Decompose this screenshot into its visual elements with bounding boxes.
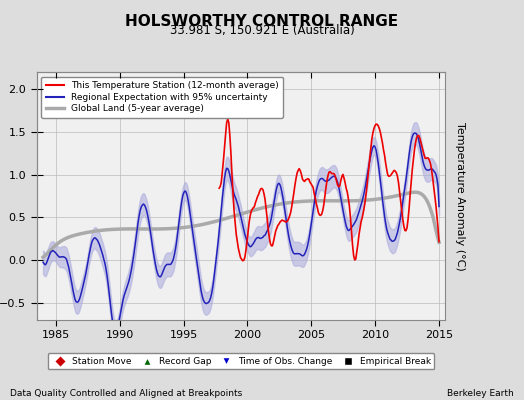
Legend: This Temperature Station (12-month average), Regional Expectation with 95% uncer: This Temperature Station (12-month avera… (41, 76, 283, 118)
Text: Data Quality Controlled and Aligned at Breakpoints: Data Quality Controlled and Aligned at B… (10, 389, 243, 398)
Text: 33.981 S, 150.921 E (Australia): 33.981 S, 150.921 E (Australia) (170, 24, 354, 37)
Text: HOLSWORTHY CONTROL RANGE: HOLSWORTHY CONTROL RANGE (125, 14, 399, 29)
Y-axis label: Temperature Anomaly (°C): Temperature Anomaly (°C) (455, 122, 465, 270)
Text: Berkeley Earth: Berkeley Earth (447, 389, 514, 398)
Legend: Station Move, Record Gap, Time of Obs. Change, Empirical Break: Station Move, Record Gap, Time of Obs. C… (48, 353, 434, 370)
